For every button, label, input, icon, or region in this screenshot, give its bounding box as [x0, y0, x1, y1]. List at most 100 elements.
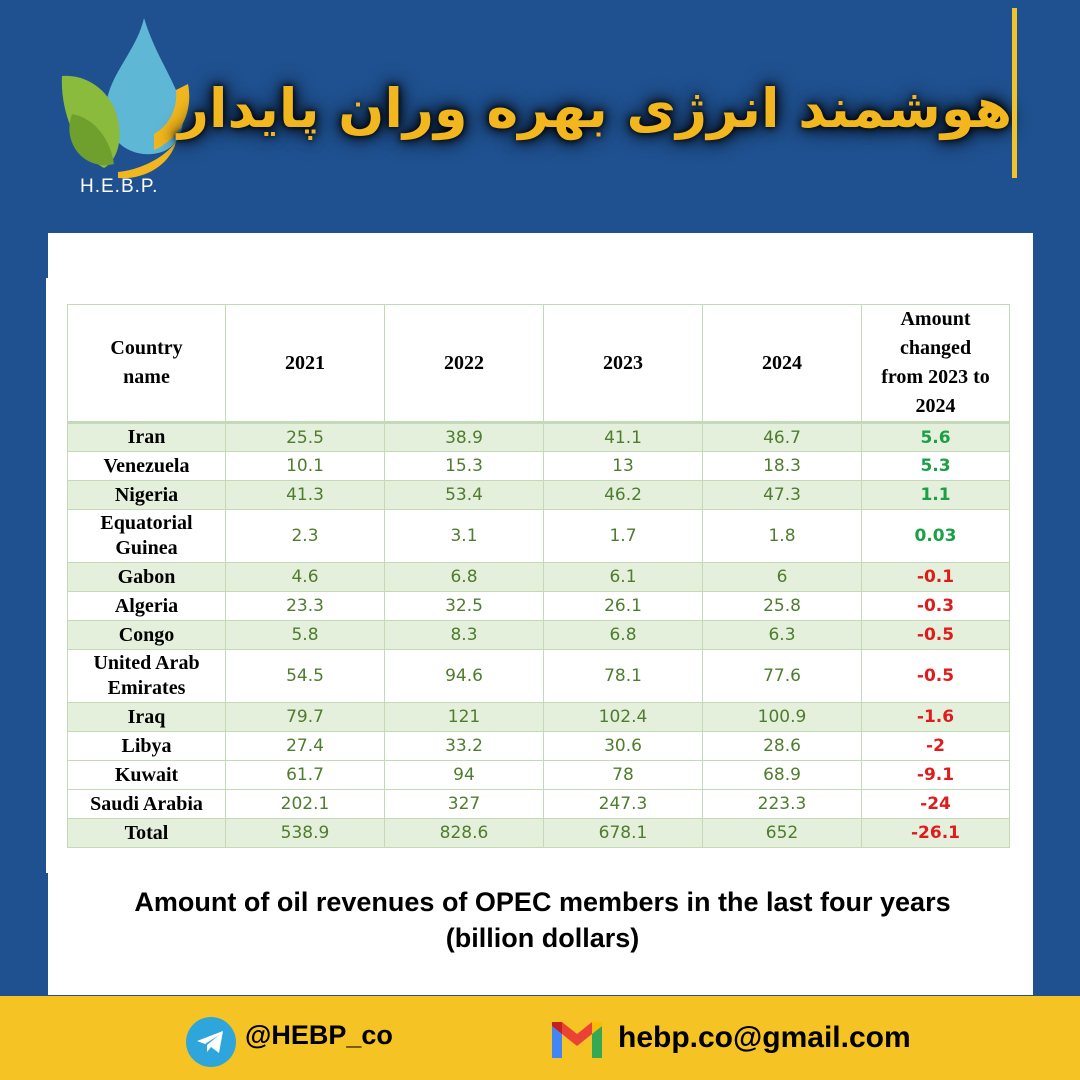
revenue-2024-cell: 28.6 — [702, 731, 862, 761]
telegram-handle[interactable]: @HEBP_co — [245, 1020, 393, 1050]
header-2023: 2023 — [543, 304, 703, 423]
revenue-2023-cell: 78.1 — [543, 649, 703, 703]
revenue-2022-cell: 94 — [384, 760, 544, 790]
country-name-cell: United Arab Emirates — [67, 649, 226, 703]
country-name-cell: Gabon — [67, 562, 226, 592]
revenue-2022-cell: 8.3 — [384, 620, 544, 650]
table-row: Total 538.9 828.6 678.1 652 -26.1 — [67, 818, 1010, 848]
revenue-2023-cell: 247.3 — [543, 789, 703, 819]
table-body: Iran 25.5 38.9 41.1 46.7 5.6 Venezuela 10.1 15.3… — [67, 422, 1010, 848]
header-divider — [1012, 8, 1017, 178]
revenue-2021-cell: 202.1 — [225, 789, 385, 819]
change-cell: -1.6 — [861, 702, 1010, 732]
revenue-2022-cell: 33.2 — [384, 731, 544, 761]
revenue-2023-cell: 678.1 — [543, 818, 703, 848]
revenue-2021-cell: 61.7 — [225, 760, 385, 790]
header-banner: H.E.B.P. هوشمند انرژی بهره وران پایدار — [0, 0, 1080, 232]
table-header-row: Country name 2021 2022 2023 2024 Amount … — [67, 304, 1010, 423]
change-cell: -0.5 — [861, 620, 1010, 650]
header-change: Amount changed from 2023 to 2024 — [861, 304, 1010, 423]
change-cell: -9.1 — [861, 760, 1010, 790]
caption-line-2: (billion dollars) — [445, 923, 640, 953]
revenue-2023-cell: 6.8 — [543, 620, 703, 650]
table-row: Gabon 4.6 6.8 6.1 6 -0.1 — [67, 562, 1010, 592]
revenue-2022-cell: 327 — [384, 789, 544, 819]
country-name-cell: Congo — [67, 620, 226, 650]
revenue-2024-cell: 18.3 — [702, 451, 862, 481]
country-name-cell: Iran — [67, 422, 226, 452]
change-cell: 5.6 — [861, 422, 1010, 452]
revenue-2022-cell: 15.3 — [384, 451, 544, 481]
table-row: Equatorial Guinea 2.3 3.1 1.7 1.8 0.03 — [67, 509, 1010, 563]
country-name-cell: Equatorial Guinea — [67, 509, 226, 563]
revenue-2022-cell: 828.6 — [384, 818, 544, 848]
country-name-cell: Nigeria — [67, 480, 226, 510]
country-name-cell: Kuwait — [67, 760, 226, 790]
country-name-cell: Venezuela — [67, 451, 226, 481]
revenue-2023-cell: 13 — [543, 451, 703, 481]
revenue-2021-cell: 23.3 — [225, 591, 385, 621]
revenue-2021-cell: 2.3 — [225, 509, 385, 563]
revenue-2021-cell: 27.4 — [225, 731, 385, 761]
change-cell: -24 — [861, 789, 1010, 819]
card-edge — [46, 278, 50, 873]
change-cell: -26.1 — [861, 818, 1010, 848]
change-cell: -0.5 — [861, 649, 1010, 703]
opec-revenue-table: Country name 2021 2022 2023 2024 Amount … — [67, 304, 1010, 848]
revenue-2023-cell: 30.6 — [543, 731, 703, 761]
revenue-2023-cell: 102.4 — [543, 702, 703, 732]
revenue-2022-cell: 94.6 — [384, 649, 544, 703]
revenue-2024-cell: 6 — [702, 562, 862, 592]
revenue-2021-cell: 538.9 — [225, 818, 385, 848]
change-cell: -2 — [861, 731, 1010, 761]
country-name-cell: Iraq — [67, 702, 226, 732]
revenue-2021-cell: 25.5 — [225, 422, 385, 452]
table-row: Libya 27.4 33.2 30.6 28.6 -2 — [67, 731, 1010, 761]
change-cell: 0.03 — [861, 509, 1010, 563]
revenue-2024-cell: 100.9 — [702, 702, 862, 732]
revenue-2021-cell: 10.1 — [225, 451, 385, 481]
revenue-2024-cell: 1.8 — [702, 509, 862, 563]
header-country: Country name — [67, 304, 226, 423]
revenue-2024-cell: 25.8 — [702, 591, 862, 621]
revenue-2021-cell: 4.6 — [225, 562, 385, 592]
revenue-2024-cell: 46.7 — [702, 422, 862, 452]
change-cell: -0.3 — [861, 591, 1010, 621]
revenue-2023-cell: 1.7 — [543, 509, 703, 563]
table-caption: Amount of oil revenues of OPEC members i… — [60, 884, 1025, 956]
table-row: Algeria 23.3 32.5 26.1 25.8 -0.3 — [67, 591, 1010, 621]
telegram-icon[interactable] — [186, 1017, 236, 1067]
revenue-2024-cell: 68.9 — [702, 760, 862, 790]
country-name-cell: Total — [67, 818, 226, 848]
email-address[interactable]: hebp.co@gmail.com — [618, 1021, 911, 1054]
revenue-2022-cell: 6.8 — [384, 562, 544, 592]
table-row: Kuwait 61.7 94 78 68.9 -9.1 — [67, 760, 1010, 790]
table-row: Iraq 79.7 121 102.4 100.9 -1.6 — [67, 702, 1010, 732]
revenue-2023-cell: 46.2 — [543, 480, 703, 510]
revenue-2022-cell: 38.9 — [384, 422, 544, 452]
revenue-2024-cell: 6.3 — [702, 620, 862, 650]
revenue-2023-cell: 78 — [543, 760, 703, 790]
revenue-2021-cell: 79.7 — [225, 702, 385, 732]
country-name-cell: Saudi Arabia — [67, 789, 226, 819]
table-row: Congo 5.8 8.3 6.8 6.3 -0.5 — [67, 620, 1010, 650]
revenue-2021-cell: 54.5 — [225, 649, 385, 703]
revenue-2024-cell: 47.3 — [702, 480, 862, 510]
revenue-2023-cell: 6.1 — [543, 562, 703, 592]
revenue-2023-cell: 26.1 — [543, 591, 703, 621]
table-row: Iran 25.5 38.9 41.1 46.7 5.6 — [67, 422, 1010, 452]
revenue-2022-cell: 3.1 — [384, 509, 544, 563]
change-cell: 5.3 — [861, 451, 1010, 481]
caption-line-1: Amount of oil revenues of OPEC members i… — [134, 887, 951, 917]
persian-title: هوشمند انرژی بهره وران پایدار — [177, 76, 1013, 140]
revenue-2024-cell: 652 — [702, 818, 862, 848]
gmail-icon[interactable] — [550, 1020, 604, 1060]
table-row: Nigeria 41.3 53.4 46.2 47.3 1.1 — [67, 480, 1010, 510]
hebp-logo-icon — [61, 18, 190, 179]
revenue-2022-cell: 121 — [384, 702, 544, 732]
header-2021: 2021 — [225, 304, 385, 423]
revenue-2022-cell: 53.4 — [384, 480, 544, 510]
table-row: Saudi Arabia 202.1 327 247.3 223.3 -24 — [67, 789, 1010, 819]
header-2022: 2022 — [384, 304, 544, 423]
revenue-2024-cell: 77.6 — [702, 649, 862, 703]
